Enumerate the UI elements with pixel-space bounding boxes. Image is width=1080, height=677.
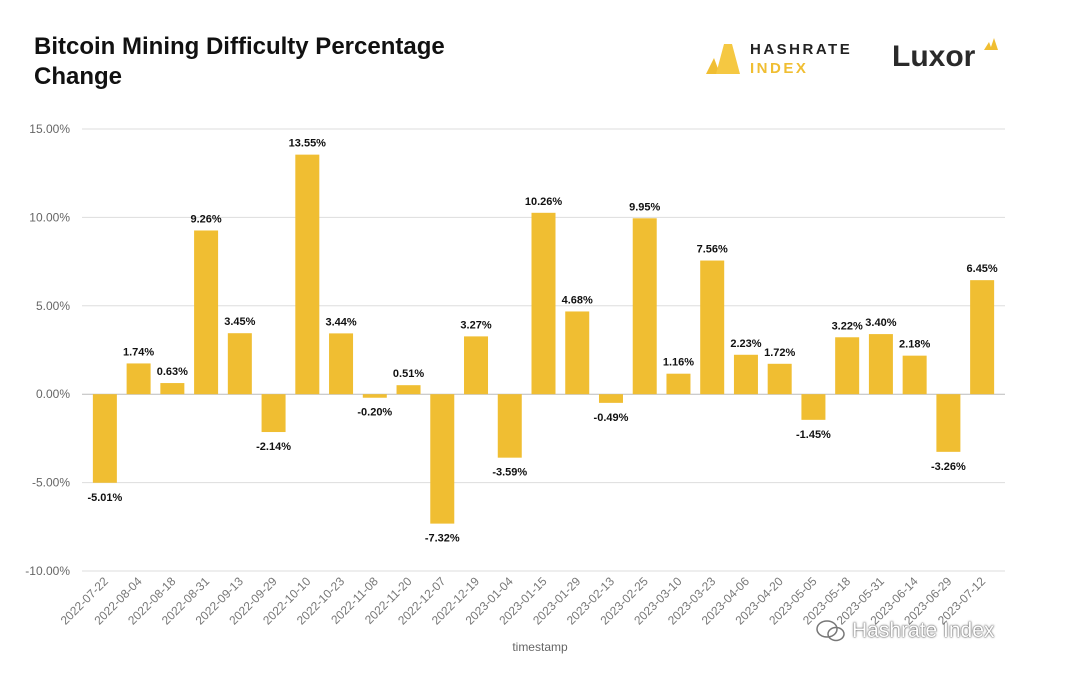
bar xyxy=(126,363,151,395)
luxor-logo: Luxor xyxy=(892,38,998,74)
bar xyxy=(531,212,556,395)
data-label: 1.72% xyxy=(764,347,795,359)
bar xyxy=(160,383,185,395)
hashrate-mountain-icon xyxy=(706,44,740,74)
bar xyxy=(936,394,961,452)
x-axis-label: timestamp xyxy=(512,640,568,654)
data-label: 1.16% xyxy=(663,357,694,369)
bar xyxy=(632,218,657,395)
y-tick-label: 10.00% xyxy=(29,210,70,224)
data-label: 3.44% xyxy=(325,316,356,328)
data-label: 3.40% xyxy=(865,317,896,329)
data-label: 9.26% xyxy=(190,213,221,225)
data-label: 0.63% xyxy=(157,366,188,378)
bar xyxy=(194,230,219,395)
y-tick-label: 5.00% xyxy=(36,299,70,313)
watermark-text: Hashrate Index xyxy=(852,619,995,642)
bar xyxy=(497,394,522,458)
bar xyxy=(666,373,691,395)
data-label: 0.51% xyxy=(393,368,424,380)
watermark: Hashrate Index xyxy=(816,619,994,643)
data-label: 3.27% xyxy=(460,319,491,331)
bar xyxy=(396,385,421,395)
data-label: -5.01% xyxy=(87,492,122,504)
data-label: 13.55% xyxy=(289,138,327,150)
data-label: 2.18% xyxy=(899,339,930,351)
bar xyxy=(835,337,860,395)
data-label: -0.49% xyxy=(594,412,629,424)
bar xyxy=(801,394,826,420)
data-label: 2.23% xyxy=(730,338,761,350)
y-tick-label: 15.00% xyxy=(29,122,70,136)
data-label: 9.95% xyxy=(629,201,660,213)
data-label: 6.45% xyxy=(967,263,998,275)
luxor-logo-text: Luxor xyxy=(892,40,976,73)
data-label: 10.26% xyxy=(525,196,563,208)
bar xyxy=(733,354,758,395)
data-label: -0.20% xyxy=(357,407,392,419)
bar xyxy=(295,154,320,395)
bar xyxy=(565,311,590,395)
data-label: 1.74% xyxy=(123,346,154,358)
bar xyxy=(700,260,725,395)
bar xyxy=(92,394,117,483)
bar xyxy=(227,333,252,395)
bar xyxy=(902,355,927,395)
luxor-mark-icon xyxy=(984,38,998,50)
bar xyxy=(767,363,792,395)
bar xyxy=(362,394,387,398)
data-label: 3.22% xyxy=(832,320,863,332)
data-label: -3.26% xyxy=(931,461,966,473)
data-label: -2.14% xyxy=(256,441,291,453)
wechat-icon xyxy=(816,620,845,642)
logo-line2: INDEX xyxy=(750,60,809,77)
bar xyxy=(464,336,489,395)
y-tick-label: -10.00% xyxy=(25,564,70,578)
data-label: 3.45% xyxy=(224,316,255,328)
bar xyxy=(868,334,893,395)
data-label: -1.45% xyxy=(796,429,831,441)
y-tick-label: 0.00% xyxy=(36,387,70,401)
data-label: 7.56% xyxy=(697,244,728,256)
bar xyxy=(970,280,995,395)
logo-line1: HASHRATE xyxy=(750,41,853,58)
data-label: -7.32% xyxy=(425,533,460,545)
bar xyxy=(598,394,623,403)
bar xyxy=(430,394,455,524)
data-label: -3.59% xyxy=(492,467,527,479)
y-tick-label: -5.00% xyxy=(32,476,70,490)
chart-title: Bitcoin Mining Difficulty Percentage Cha… xyxy=(34,33,445,90)
data-label: 4.68% xyxy=(562,294,593,306)
hashrate-index-logo: HASHRATE INDEX xyxy=(706,40,852,78)
bar xyxy=(261,394,286,433)
bar xyxy=(329,333,354,395)
